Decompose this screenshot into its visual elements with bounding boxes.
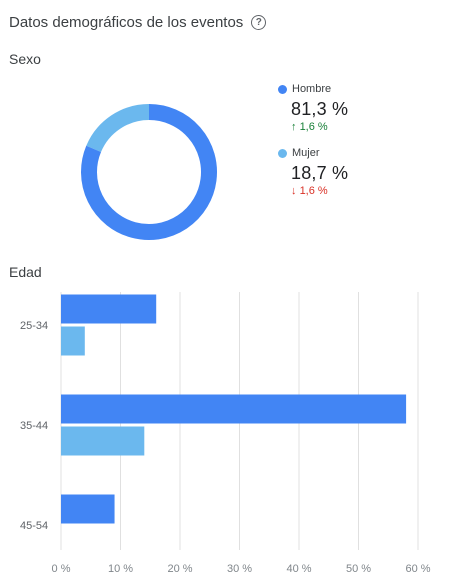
arrow-down-icon: ↓ (291, 185, 297, 197)
sex-section-label: Sexo (9, 51, 41, 67)
donut-slice-hombre[interactable] (81, 104, 217, 240)
legend-dot-hombre (278, 84, 287, 94)
sex-donut-chart (78, 101, 220, 243)
legend-change-mujer: ↓ 1,6 % (291, 185, 328, 197)
legend-change-hombre: ↑ 1,6 % (291, 121, 328, 133)
x-tick-label: 40 % (286, 563, 311, 575)
legend-value-mujer: 18,7 % (291, 163, 349, 183)
bar-25-34-series1[interactable] (61, 294, 157, 324)
bar-35-44-series1[interactable] (61, 394, 407, 424)
legend-value-hombre: 81,3 % (291, 99, 349, 119)
x-tick-label: 50 % (346, 563, 371, 575)
legend-name-mujer: Mujer (292, 147, 320, 159)
legend-dot-mujer (278, 148, 287, 158)
donut-svg (81, 104, 217, 240)
legend-item-mujer: Mujer 18,7 % ↓ 1,6 % (278, 147, 348, 197)
section-title: Datos demográficos de los eventos (9, 14, 244, 31)
legend-name-hombre: Hombre (292, 83, 332, 95)
help-circle-icon[interactable]: ? (251, 15, 267, 30)
age-bar-chart: 0 % 10 % 20 % 30 % 40 % 50 % 60 % 25-34 35-44 45-… (20, 292, 431, 575)
x-tick-label: 20 % (167, 563, 192, 575)
bar-45-54-series1[interactable] (61, 494, 115, 524)
age-section-label: Edad (9, 264, 42, 280)
x-tick-label: 0 % (52, 563, 71, 575)
x-tick-label: 30 % (227, 563, 252, 575)
donut-slice-mujer[interactable] (86, 104, 150, 153)
legend-item-hombre: Hombre 81,3 % ↑ 1,6 % (278, 83, 348, 133)
y-category-label: 25-34 (20, 320, 48, 332)
y-category-label: 45-54 (20, 520, 48, 532)
y-category-label: 35-44 (20, 420, 48, 432)
x-tick-label: 10 % (108, 563, 133, 575)
x-tick-label: 60 % (405, 563, 430, 575)
arrow-up-icon: ↑ (291, 121, 297, 133)
section-header: Datos demográficos de los eventos ? (9, 14, 267, 31)
bar-35-44-series2[interactable] (61, 426, 145, 456)
bar-25-34-series2[interactable] (61, 326, 85, 356)
